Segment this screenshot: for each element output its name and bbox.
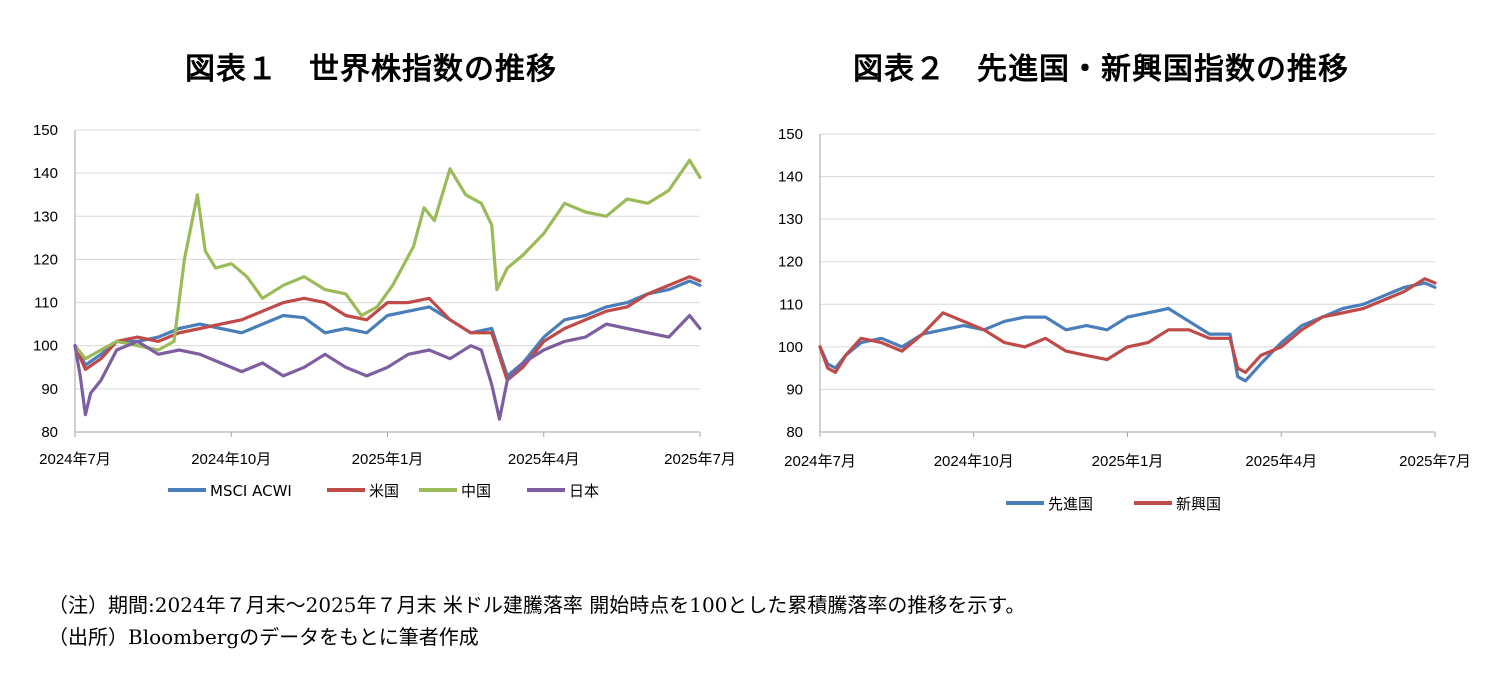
x-tick-label: 2025年7月 xyxy=(664,451,736,468)
y-tick-label: 90 xyxy=(786,381,803,398)
y-tick-label: 80 xyxy=(41,424,58,441)
y-tick-label: 100 xyxy=(33,338,58,355)
x-tick-label: 2024年10月 xyxy=(191,451,271,468)
y-tick-label: 140 xyxy=(778,169,803,186)
x-tick-label: 2024年10月 xyxy=(934,453,1014,470)
chart2-title: 図表２ 先進国・新興国指数の推移 xyxy=(853,52,1349,87)
y-tick-label: 80 xyxy=(786,424,803,441)
y-tick-label: 100 xyxy=(778,339,803,356)
x-tick-label: 2025年1月 xyxy=(1092,453,1164,470)
legend-label: 中国 xyxy=(461,482,491,500)
legend-label: MSCI ACWI xyxy=(210,482,292,500)
x-tick-label: 2024年7月 xyxy=(39,451,111,468)
x-tick-label: 2024年7月 xyxy=(784,453,856,470)
y-tick-label: 130 xyxy=(33,208,58,225)
legend-label: 日本 xyxy=(569,482,599,500)
y-tick-label: 140 xyxy=(33,165,58,182)
series-line xyxy=(73,279,702,378)
series-line xyxy=(73,158,702,361)
x-tick-label: 2025年4月 xyxy=(508,451,580,468)
legend-label: 先進国 xyxy=(1048,495,1093,513)
series-line xyxy=(818,277,1437,374)
series-line xyxy=(73,313,702,421)
chart2-developed-emerging: 80 90 100 110 120 130 140 150 2024年7月 2024年10月 202… xyxy=(778,126,1471,513)
y-tick-label: 120 xyxy=(778,254,803,271)
x-tick-label: 2025年4月 xyxy=(1245,453,1317,470)
y-tick-label: 130 xyxy=(778,211,803,228)
series-line xyxy=(818,281,1437,383)
y-tick-label: 120 xyxy=(33,251,58,268)
note-period: （注）期間:2024年７月末〜2025年７月末 米ドル建騰落率 開始時点を100… xyxy=(48,593,1026,617)
series-line xyxy=(73,275,702,382)
y-tick-label: 150 xyxy=(33,122,58,139)
y-tick-label: 110 xyxy=(34,295,58,312)
chart1-title: 図表１ 世界株指数の推移 xyxy=(185,52,557,87)
x-tick-label: 2025年7月 xyxy=(1399,453,1471,470)
note-source: （出所）Bloombergのデータをもとに筆者作成 xyxy=(48,625,479,649)
chart1-world-indices: 80 90 100 110 120 130 140 150 2024年7月 2024年10月 202… xyxy=(33,122,736,500)
y-tick-label: 150 xyxy=(778,126,803,143)
legend-label: 新興国 xyxy=(1176,495,1221,513)
y-tick-label: 110 xyxy=(779,296,803,313)
legend-label: 米国 xyxy=(369,482,399,500)
x-tick-label: 2025年1月 xyxy=(352,451,424,468)
y-tick-label: 90 xyxy=(41,381,58,398)
